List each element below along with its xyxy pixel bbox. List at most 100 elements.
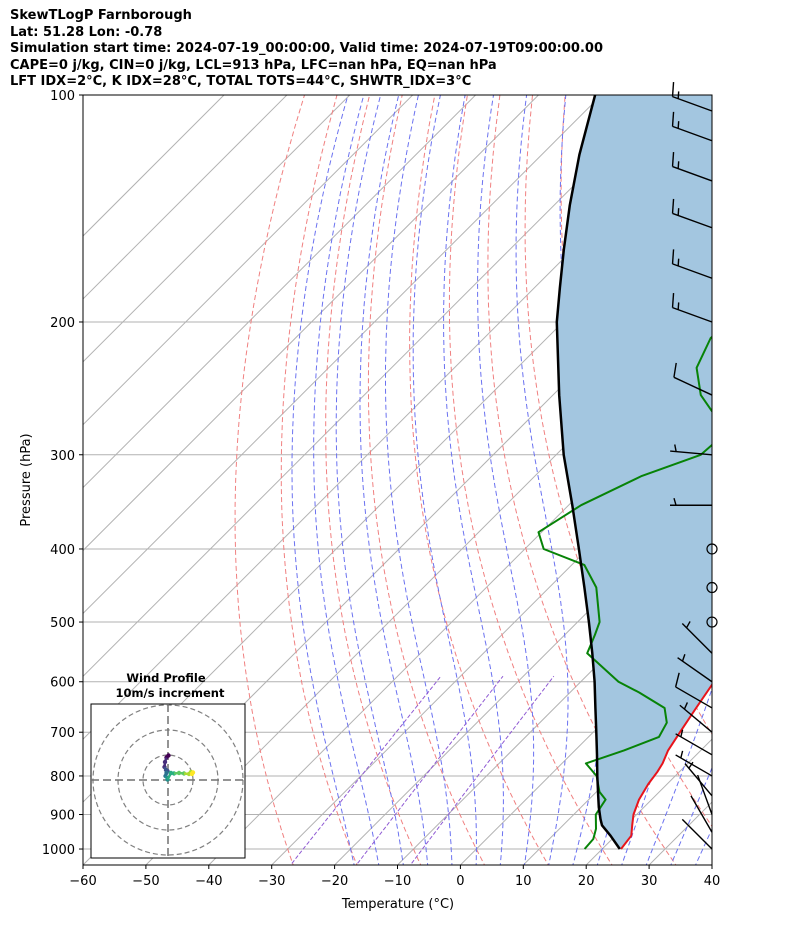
title-line-indices: LFT IDX=2°C, K IDX=28°C, TOTAL TOTS=44°C… — [10, 74, 472, 89]
moist-adiabat-line — [645, 687, 712, 865]
hodograph-segment — [165, 768, 169, 773]
calm-wind-circle — [706, 543, 718, 555]
calm-wind-circle — [706, 581, 718, 594]
hodograph-inset: Wind Profile 10m/s increment — [90, 671, 246, 859]
wind-barb-flag — [671, 249, 675, 264]
isotherm-line — [145, 298, 712, 865]
wind-barb-staff — [672, 212, 713, 229]
wind-barb-staff — [684, 763, 713, 797]
isotherm-line — [396, 549, 712, 865]
isotherm-line — [83, 95, 225, 237]
wind-barb-half-flag — [688, 761, 694, 769]
y-tick-label: 400 — [50, 543, 75, 558]
x-tick-label: −20 — [321, 874, 348, 889]
isotherm-line — [83, 95, 414, 426]
isotherm-line — [83, 95, 351, 363]
wind-barb-flag — [671, 151, 675, 167]
hodograph-segment — [183, 772, 190, 776]
wind-barb-staff — [675, 686, 713, 709]
parcel-line — [555, 95, 621, 850]
calm-wind-circle — [706, 616, 718, 628]
hodograph-segment — [190, 771, 195, 775]
title-line-station: SkewTLogP Farnborough — [10, 8, 192, 23]
isotherm-line — [772, 78, 794, 868]
x-tick-label: −30 — [258, 874, 285, 889]
moist-adiabat-line — [477, 95, 535, 865]
title-line-times: Simulation start time: 2024-07-19_00:00:… — [10, 41, 603, 56]
wind-barb-staff — [672, 95, 713, 112]
wind-barb-flag — [671, 82, 675, 97]
moist-adiabat-line — [744, 95, 794, 868]
wind-barb-staff — [679, 704, 713, 733]
wind-barb-flag — [671, 293, 675, 308]
wind-barb-staff — [672, 125, 713, 142]
y-tick-label: 600 — [50, 676, 75, 691]
x-tick-label: 20 — [578, 874, 595, 889]
dry-adiabat-line — [367, 95, 486, 865]
wind-barb-staff — [690, 795, 713, 833]
dry-adiabat-line — [448, 95, 613, 865]
hodograph-segment — [173, 771, 180, 775]
hodograph-segment — [163, 761, 167, 768]
y-tick-label: 500 — [50, 616, 75, 631]
x-tick-label: 0 — [456, 874, 464, 889]
isotherm-line — [83, 95, 603, 615]
wind-barb-flag — [673, 362, 677, 378]
hodograph-segment — [164, 772, 168, 777]
dry-adiabat-line — [487, 95, 677, 865]
y-tick-label: 1000 — [42, 843, 75, 858]
isotherm-line — [83, 95, 540, 552]
mixing-ratio-line — [355, 675, 504, 865]
moist-adiabat-line — [443, 95, 504, 865]
mixing-ratio-line — [289, 675, 442, 865]
x-tick-label: −40 — [195, 874, 222, 889]
wind-barb-flag — [671, 198, 675, 214]
x-axis-label: Temperature (°C) — [341, 897, 454, 912]
wind-barb-staff — [672, 306, 713, 323]
x-tick-label: 10 — [515, 874, 532, 889]
isotherm-line — [270, 423, 712, 865]
wind-barb-staff — [681, 818, 713, 850]
dry-adiabat-line — [409, 95, 549, 865]
y-tick-label: 300 — [50, 449, 75, 464]
y-tick-label: 200 — [50, 316, 75, 331]
wind-barb-staff — [677, 657, 713, 683]
figure-title-block: SkewTLogP Farnborough Lat: 51.28 Lon: -0… — [10, 8, 790, 91]
y-tick-label: 900 — [50, 809, 75, 824]
moist-adiabat-line — [385, 95, 453, 865]
hodograph-segment — [163, 766, 168, 771]
wind-barb-staff — [681, 623, 713, 654]
moist-adiabat-line — [670, 766, 712, 865]
hodograph-plot — [91, 704, 245, 858]
mixing-ratio-line — [409, 675, 555, 865]
moist-adiabat-line — [412, 95, 477, 865]
wind-barb-staff — [672, 263, 713, 279]
title-line-cape: CAPE=0 j/kg, CIN=0 j/kg, LCL=913 hPa, LF… — [10, 57, 497, 73]
wind-barb-half-flag — [677, 121, 680, 129]
y-tick-label: 700 — [50, 726, 75, 741]
isotherm-line — [333, 486, 712, 865]
hodograph-segment — [178, 771, 185, 775]
dry-adiabat-line — [761, 95, 794, 868]
wind-barbs — [670, 82, 718, 850]
moist-adiabat-line — [719, 95, 794, 868]
wind-barb-half-flag — [677, 302, 680, 310]
y-axis-ticks: 1000 900 800 700 600 500 400 300 200 100 — [42, 89, 83, 858]
dry-adiabat-line — [234, 95, 305, 865]
wind-barb-half-flag — [680, 729, 684, 737]
wind-barb-half-flag — [677, 91, 680, 99]
isotherm-line — [83, 95, 666, 678]
y-tick-label: 100 — [50, 89, 75, 104]
cin-shade-area — [556, 95, 712, 849]
wind-barb-half-flag — [677, 258, 680, 266]
wind-barb-staff — [673, 376, 713, 396]
x-tick-label: −60 — [69, 874, 96, 889]
hodograph-title: Wind Profile — [126, 671, 206, 685]
title-line-latlon: Lat: 51.28 Lon: -0.78 — [10, 24, 163, 40]
sounding-profiles — [537, 95, 712, 850]
x-tick-label: −10 — [384, 874, 411, 889]
moist-adiabat-line — [359, 95, 429, 865]
dry-adiabat-line — [325, 95, 422, 865]
y-tick-label: 800 — [50, 770, 75, 785]
